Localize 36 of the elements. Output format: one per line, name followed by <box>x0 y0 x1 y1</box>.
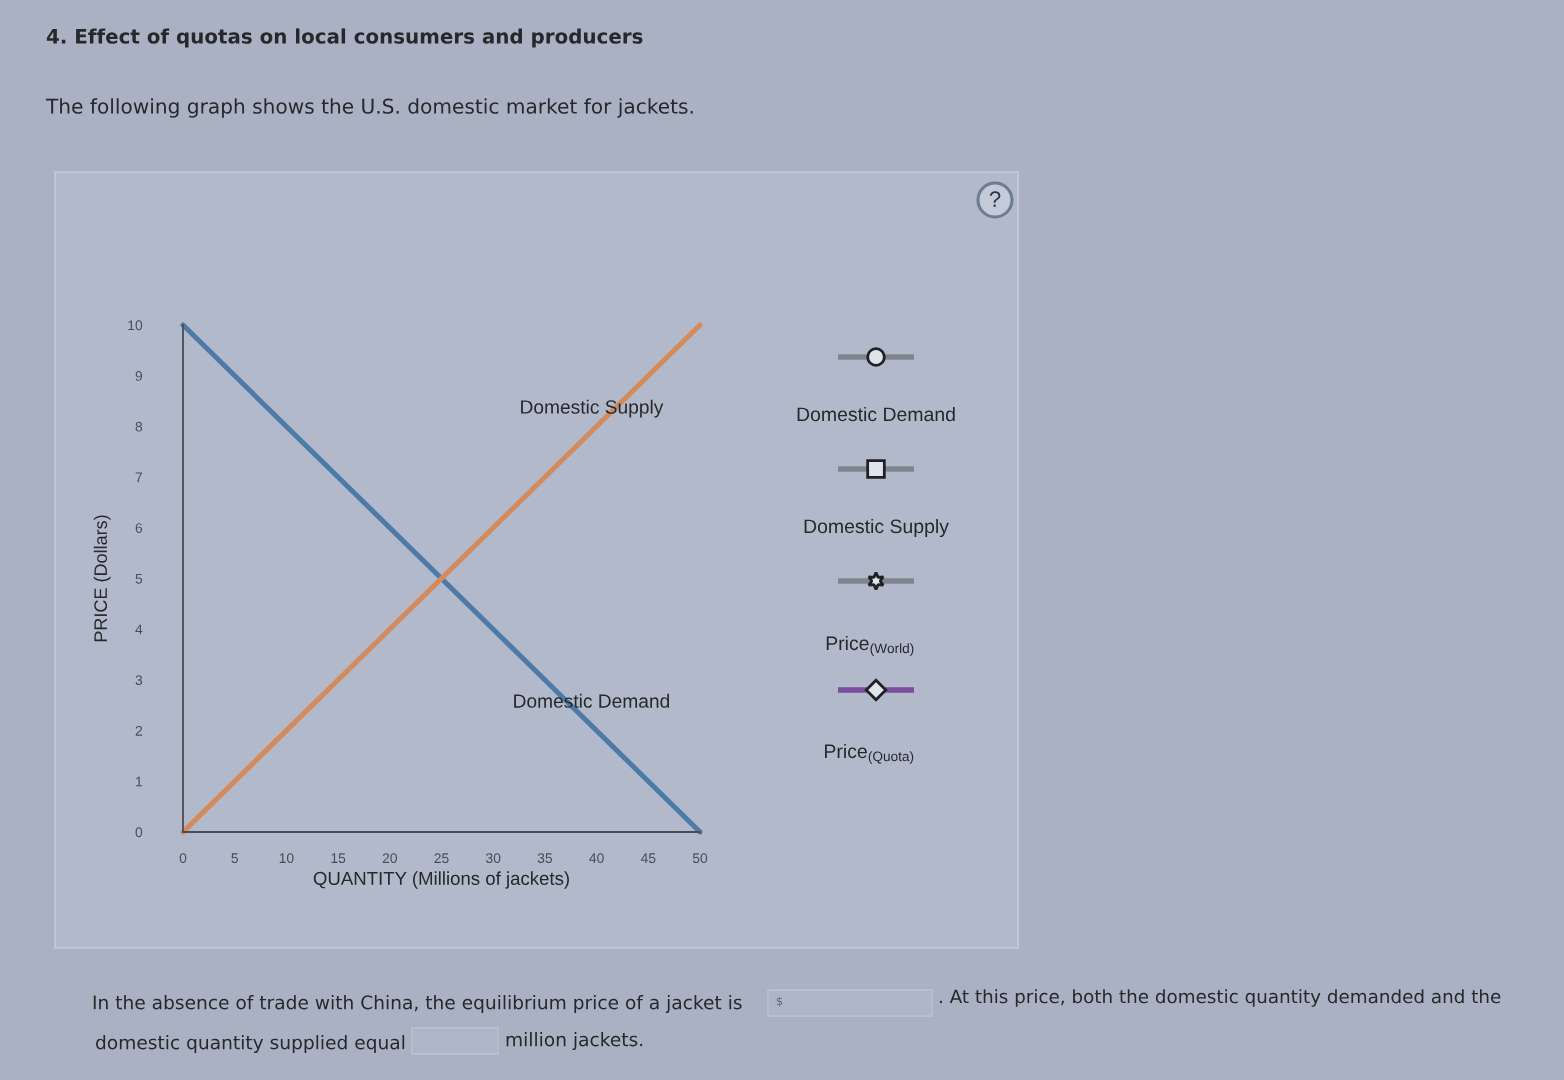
y-tick-label: 2 <box>135 725 143 736</box>
y-tick-label: 0 <box>135 827 143 838</box>
x-axis-title: QUANTITY (Millions of jackets) <box>313 871 569 889</box>
x-tick-label: 0 <box>179 853 187 864</box>
x-tick-label: 5 <box>231 853 238 864</box>
x-tick-label: 45 <box>640 853 656 864</box>
y-tick-label: 8 <box>135 421 143 432</box>
x-tick-label: 20 <box>382 853 397 864</box>
x-tick-label: 30 <box>486 853 501 864</box>
x-tick-label: 35 <box>537 853 553 864</box>
text: million jackets. <box>506 1031 643 1051</box>
text: . At this price, both the domestic quantity demanded and the <box>939 989 1501 1007</box>
y-axis-title: PRICE (Dollars) <box>93 515 111 642</box>
y-tick-label: 6 <box>135 523 143 533</box>
text: In the absence of trade with China, the equilibrium price of a jacket is <box>93 994 742 1014</box>
x-tick-label: 15 <box>331 853 346 864</box>
text: ? <box>989 191 1001 207</box>
y-tick-label: 5 <box>135 573 143 584</box>
y-tick-label: 10 <box>128 320 143 331</box>
text: Domestic Demand <box>797 406 955 422</box>
y-tick-label: 1 <box>136 776 143 787</box>
y-tick-label: 4 <box>135 624 143 635</box>
y-tick-label: 3 <box>135 675 143 686</box>
x-tick-label: 25 <box>434 853 449 864</box>
chart-subtitle: The following graph shows the U.S. domestic market for jackets. <box>45 98 693 118</box>
chart-title: 4. Effect of quotas on local consumers and producers <box>46 28 643 48</box>
text: Domestic Supply <box>804 518 949 538</box>
y-tick-label: 7 <box>135 472 143 483</box>
y-tick-label: 9 <box>135 371 143 381</box>
x-tick-label: 10 <box>279 853 294 864</box>
x-tick-label: 40 <box>589 853 604 864</box>
text: Price$_{(World)}$ <box>826 635 914 656</box>
text: domestic quantity supplied equal <box>96 1034 405 1054</box>
x-tick-label: 50 <box>692 853 708 864</box>
text: Price$_{(Quota)}$ <box>825 743 914 764</box>
text: $ <box>776 996 783 1007</box>
